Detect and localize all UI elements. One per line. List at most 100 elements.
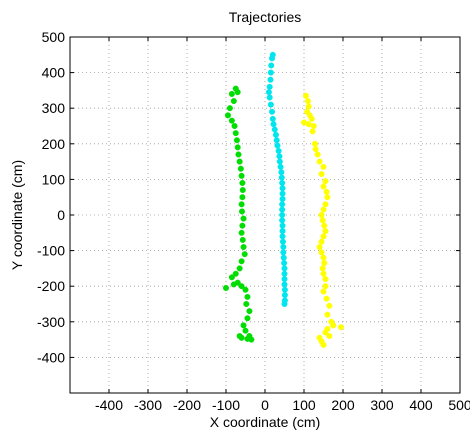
data-point — [239, 222, 246, 229]
data-point — [237, 165, 244, 172]
data-point — [269, 55, 276, 62]
data-point — [240, 244, 247, 251]
data-point — [302, 92, 309, 99]
data-point — [230, 98, 237, 105]
data-point — [238, 201, 245, 208]
data-point — [323, 295, 330, 302]
data-point — [246, 333, 253, 340]
data-point — [239, 179, 246, 186]
data-point — [267, 69, 274, 76]
data-point — [242, 286, 249, 293]
data-point — [322, 201, 329, 208]
data-point — [240, 322, 247, 329]
data-point — [279, 238, 286, 245]
y-tick-label: 200 — [42, 136, 66, 152]
y-tick-label: 100 — [42, 171, 66, 187]
data-point — [281, 260, 288, 267]
data-point — [318, 249, 325, 256]
data-point — [321, 260, 328, 267]
data-point — [279, 179, 286, 186]
data-point — [279, 185, 286, 192]
data-point — [308, 115, 315, 122]
axis-ticks: -400 -300 -200 -100 0 100 200 300 400 500 -400 -300… — [37, 29, 470, 413]
data-point — [319, 265, 326, 272]
data-point — [320, 341, 327, 348]
data-point — [321, 222, 328, 229]
data-point — [243, 301, 250, 308]
data-point — [326, 302, 333, 309]
trajectory-series-2 — [265, 51, 288, 308]
data-point — [266, 83, 273, 90]
data-point — [265, 89, 272, 96]
y-tick-label: 300 — [42, 100, 66, 116]
data-point — [318, 171, 325, 178]
data-point — [241, 251, 248, 258]
data-point — [271, 126, 278, 133]
data-point — [274, 142, 281, 149]
data-point — [279, 217, 286, 224]
data-point — [304, 98, 311, 105]
data-point — [238, 283, 245, 290]
data-point — [322, 276, 329, 283]
data-point — [281, 301, 288, 308]
data-point — [235, 151, 242, 158]
x-axis-label: X coordinate (cm) — [210, 414, 320, 430]
data-point — [234, 144, 241, 151]
data-point — [268, 62, 275, 69]
data-point — [320, 233, 327, 240]
data-point — [311, 140, 318, 147]
data-point — [320, 254, 327, 261]
data-point — [226, 105, 233, 112]
y-tick-label: -400 — [37, 349, 65, 365]
chart-title: Trajectories — [229, 9, 302, 25]
x-tick-label: 500 — [448, 397, 470, 413]
data-point — [318, 238, 325, 245]
data-point — [232, 270, 239, 277]
data-point — [239, 187, 246, 194]
data-point — [326, 333, 333, 340]
data-point — [281, 281, 288, 288]
data-point — [280, 254, 287, 261]
data-point — [222, 284, 229, 291]
data-point — [224, 112, 231, 119]
data-point — [322, 329, 329, 336]
data-point — [266, 94, 273, 101]
data-point — [278, 169, 285, 176]
data-point — [273, 137, 280, 144]
data-point — [276, 153, 283, 160]
trajectory-series-1 — [222, 85, 255, 343]
data-point — [320, 163, 327, 170]
trajectory-series-3 — [301, 92, 345, 348]
data-point — [278, 174, 285, 181]
data-point — [323, 188, 330, 195]
data-point — [322, 283, 329, 290]
data-point — [233, 137, 240, 144]
data-point — [269, 108, 276, 115]
x-tick-label: 100 — [292, 397, 316, 413]
data-point — [312, 146, 319, 153]
data-point — [310, 122, 317, 129]
data-point — [279, 195, 286, 202]
y-tick-label: -100 — [37, 243, 65, 259]
data-point — [281, 286, 288, 293]
x-tick-label: -100 — [212, 397, 240, 413]
data-point — [275, 147, 282, 154]
data-point — [238, 208, 245, 215]
data-point — [234, 279, 241, 286]
x-tick-label: -300 — [134, 397, 162, 413]
data-point — [236, 265, 243, 272]
data-point — [330, 322, 337, 329]
data-point — [267, 76, 274, 83]
y-axis-label: Y coordinate (cm) — [9, 160, 25, 270]
data-point — [319, 217, 326, 224]
data-point — [231, 122, 238, 129]
data-point — [279, 206, 286, 213]
data-point — [269, 115, 276, 122]
data-point — [272, 131, 279, 138]
data-point — [238, 258, 245, 265]
data-point — [270, 121, 277, 128]
data-point — [279, 222, 286, 229]
data-point — [320, 288, 327, 295]
data-point — [242, 327, 249, 334]
x-tick-label: -200 — [173, 397, 201, 413]
